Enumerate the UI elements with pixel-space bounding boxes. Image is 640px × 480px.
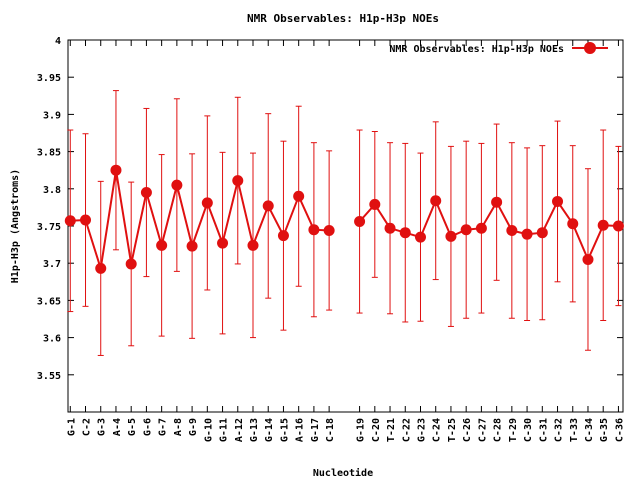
data-point [323,224,335,236]
data-point [201,197,213,209]
data-point [399,227,411,239]
legend: NMR Observables: H1p-H3p NOEs [389,42,608,55]
series-line [70,170,330,269]
x-tick-label: C-30 [523,418,534,442]
y-tick-label: 4 [55,36,61,47]
data-point [460,224,472,236]
x-tick-label: C-24 [432,418,443,442]
data-point [186,240,198,252]
data-point [491,196,503,208]
x-tick-label: G-14 [264,418,275,442]
x-tick-label: T-21 [386,418,397,442]
x-tick-label: C-36 [614,418,625,442]
y-tick-label: 3.8 [43,185,61,196]
x-tick-label: T-33 [569,418,580,442]
x-tick-label: T-25 [447,418,458,442]
x-tick-label: G-15 [279,418,290,442]
chart-title: NMR Observables: H1p-H3p NOEs [247,12,439,25]
data-point [597,219,609,231]
x-tick-label: G-3 [97,418,108,436]
x-axis: G-1 C-2 G-3 A-4 G-5 G-6 G-7 A-8 G-9 G-10 G-11 A-12 G… [66,40,625,442]
legend-label: NMR Observables: H1p-H3p NOEs [389,44,564,55]
series-line [358,198,619,263]
x-tick-label: C-27 [477,418,488,442]
x-tick-label: G-13 [249,418,260,442]
data-point [582,253,594,265]
x-tick-label: C-26 [462,418,473,442]
x-tick-label: C-32 [554,418,565,442]
x-tick-label: G-35 [599,418,610,442]
x-tick-label: G-6 [142,418,153,436]
x-axis-label: Nucleotide [313,467,373,479]
data-point [171,179,183,191]
data-point [293,190,305,202]
x-tick-label: A-4 [112,418,123,436]
x-tick-label: C-28 [493,418,504,442]
x-tick-label: G-1 [66,418,77,436]
y-axis-label: H1p-H3p (Angstroms) [10,169,21,283]
x-tick-label: C-22 [401,418,412,442]
x-tick-label: C-34 [584,418,595,442]
data-point [217,237,229,249]
data-point [277,230,289,242]
y-axis: 3.55 3.6 3.65 3.7 3.75 3.8 3.85 3.9 3.95 4 [37,36,623,382]
x-tick-label: G-7 [158,418,169,436]
data-point [612,220,624,232]
data-point [414,231,426,243]
data-point [506,224,518,236]
x-tick-label: G-11 [219,418,230,442]
legend-marker [584,42,596,54]
y-tick-label: 3.95 [37,73,61,84]
x-tick-label: C-2 [82,418,93,436]
data-point [110,164,122,176]
data-point [64,215,76,227]
x-tick-label: G-19 [356,418,367,442]
x-tick-label: C-31 [538,418,549,442]
y-tick-label: 3.6 [43,334,61,345]
x-tick-label: A-16 [295,418,306,442]
y-tick-label: 3.55 [37,371,61,382]
y-tick-label: 3.75 [37,222,61,233]
data-point [521,228,533,240]
data-point [232,175,244,187]
data-point [262,200,274,212]
plot-frame [67,39,624,413]
y-tick-label: 3.7 [43,259,61,270]
data-point [247,239,259,251]
y-tick-label: 3.9 [43,110,61,121]
data-point [430,195,442,207]
x-tick-label: G-9 [188,418,199,436]
y-tick-label: 3.85 [37,148,61,159]
data-point [354,216,366,228]
x-tick-label: G-23 [416,418,427,442]
x-tick-label: G-17 [310,418,321,442]
data-point [140,187,152,199]
data-point [369,198,381,210]
x-tick-label: A-12 [234,418,245,442]
x-tick-label: C-20 [371,418,382,442]
y-tick-label: 3.65 [37,296,61,307]
data-point [384,222,396,234]
x-tick-label: T-29 [508,418,519,442]
x-tick-label: A-8 [173,418,184,436]
plot-area [64,90,624,356]
data-point [567,218,579,230]
data-point [308,224,320,236]
data-point [80,214,92,226]
data-point [445,230,457,242]
data-point [536,227,548,239]
data-point [95,262,107,274]
data-point [125,258,137,270]
data-point [552,195,564,207]
x-tick-label: G-10 [203,418,214,442]
x-tick-label: G-5 [127,418,138,436]
x-tick-label: C-18 [325,418,336,442]
data-point [475,222,487,234]
data-point [156,239,168,251]
